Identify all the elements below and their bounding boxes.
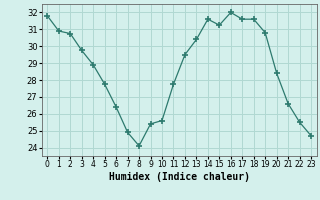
X-axis label: Humidex (Indice chaleur): Humidex (Indice chaleur) (109, 172, 250, 182)
